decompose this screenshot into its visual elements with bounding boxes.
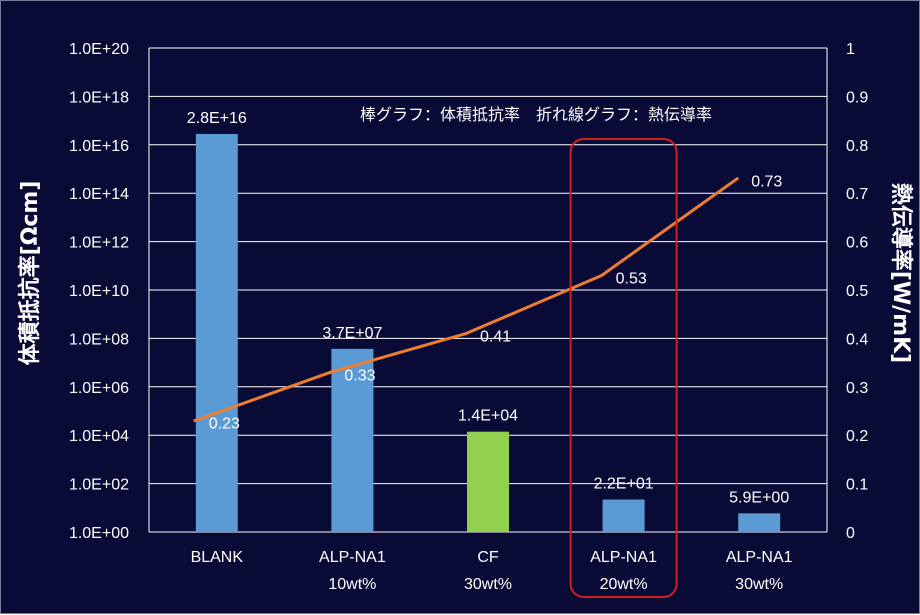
left-tick-label: 1.0E+12 xyxy=(69,235,129,252)
right-tick-label: 0.3 xyxy=(846,380,868,397)
line-point xyxy=(600,273,604,277)
right-tick-label: 0.7 xyxy=(846,186,868,203)
left-tick-label: 1.0E+16 xyxy=(69,138,129,155)
bar xyxy=(738,513,781,532)
highlight-box-group xyxy=(569,138,678,598)
right-tick-label: 0.4 xyxy=(846,331,868,348)
line-point xyxy=(193,419,197,423)
category-sublabel: 20wt% xyxy=(600,576,648,593)
data-labels: 2.8E+16 3.7E+07 1.4E+04 2.2E+01 5.9E+00 0.23 0… xyxy=(187,110,790,506)
right-axis-title: 熱伝導率[W/mK] xyxy=(888,183,914,363)
category-label: ALP-NA1 xyxy=(319,549,386,566)
left-axis-ticks: 1.0E+00 1.0E+02 1.0E+04 1.0E+06 1.0E+08 1.0E+… xyxy=(69,41,129,542)
line-value-label: 0.53 xyxy=(616,270,647,287)
right-tick-label: 1 xyxy=(846,41,855,58)
left-tick-label: 1.0E+08 xyxy=(69,331,129,348)
left-tick-label: 1.0E+14 xyxy=(69,186,129,203)
right-tick-label: 0 xyxy=(846,525,855,542)
left-tick-label: 1.0E+04 xyxy=(69,428,129,445)
line-value-label: 0.41 xyxy=(480,329,511,346)
left-tick-label: 1.0E+00 xyxy=(69,525,129,542)
category-sublabel: 30wt% xyxy=(464,576,512,593)
x-axis-categories: BLANK ALP-NA1 10wt% CF 30wt% ALP-NA1 20wt% ALP-… xyxy=(191,549,793,593)
right-tick-label: 0.2 xyxy=(846,428,868,445)
left-tick-label: 1.0E+20 xyxy=(69,41,129,58)
highlight-box xyxy=(569,138,678,598)
right-tick-label: 0.1 xyxy=(846,477,868,494)
right-axis-ticks: 0 0.1 0.2 0.3 0.4 0.5 0.6 0.7 0.8 0.9 1 xyxy=(846,41,868,542)
bar xyxy=(331,348,374,532)
left-axis-title: 体積抵抗率[Ωcm] xyxy=(17,181,43,366)
gridlines xyxy=(148,47,828,533)
line-value-label: 0.73 xyxy=(751,174,782,191)
category-label: CF xyxy=(477,549,499,566)
right-tick-label: 0.5 xyxy=(846,283,868,300)
line-point xyxy=(735,177,739,181)
left-tick-label: 1.0E+06 xyxy=(69,380,129,397)
bar xyxy=(195,133,238,533)
category-label: BLANK xyxy=(191,549,244,566)
line-path xyxy=(194,177,739,423)
category-sublabel: 30wt% xyxy=(735,576,783,593)
left-tick-label: 1.0E+10 xyxy=(69,283,129,300)
bar-value-label: 3.7E+07 xyxy=(322,325,382,342)
bar-value-label: 2.8E+16 xyxy=(187,110,247,127)
line-value-label: 0.33 xyxy=(344,367,375,384)
line-point xyxy=(464,332,468,336)
right-tick-label: 0.6 xyxy=(846,235,868,252)
bar-value-label: 2.2E+01 xyxy=(594,476,654,493)
category-label: ALP-NA1 xyxy=(726,549,793,566)
right-tick-label: 0.9 xyxy=(846,89,868,106)
bar xyxy=(467,431,509,532)
left-tick-label: 1.0E+18 xyxy=(69,89,129,106)
category-sublabel: 10wt% xyxy=(328,576,376,593)
bar xyxy=(602,499,645,532)
category-label: ALP-NA1 xyxy=(590,549,657,566)
bar-value-label: 5.9E+00 xyxy=(729,489,789,506)
left-tick-label: 1.0E+02 xyxy=(69,477,129,494)
chart-annotation: 棒グラフ：体積抵抗率 折れ線グラフ：熱伝導率 xyxy=(360,105,712,124)
line-point xyxy=(328,370,332,374)
bar-series xyxy=(195,133,781,533)
right-tick-label: 0.8 xyxy=(846,138,868,155)
line-value-label: 0.23 xyxy=(209,416,240,433)
line-series xyxy=(193,177,739,423)
bar-value-label: 1.4E+04 xyxy=(458,408,518,425)
